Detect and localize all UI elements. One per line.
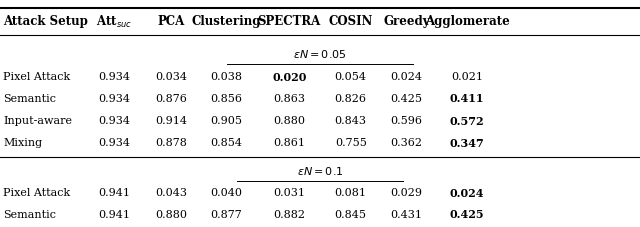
Text: 0.021: 0.021: [451, 72, 483, 82]
Text: 0.880: 0.880: [273, 116, 305, 126]
Text: 0.081: 0.081: [335, 188, 367, 198]
Text: 0.031: 0.031: [273, 188, 305, 198]
Text: 0.905: 0.905: [210, 116, 242, 126]
Text: 0.882: 0.882: [273, 210, 305, 220]
Text: 0.878: 0.878: [156, 138, 188, 148]
Text: 0.596: 0.596: [390, 116, 422, 126]
Text: 0.914: 0.914: [156, 116, 188, 126]
Text: 0.856: 0.856: [210, 94, 242, 104]
Text: 0.425: 0.425: [450, 210, 484, 220]
Text: 0.934: 0.934: [98, 72, 130, 82]
Text: 0.863: 0.863: [273, 94, 305, 104]
Text: 0.431: 0.431: [390, 210, 422, 220]
Text: 0.054: 0.054: [335, 72, 367, 82]
Text: Agglomerate: Agglomerate: [425, 15, 509, 28]
Text: 0.347: 0.347: [450, 138, 484, 148]
Text: 0.040: 0.040: [210, 188, 242, 198]
Text: 0.876: 0.876: [156, 94, 188, 104]
Text: Mixing: Mixing: [3, 138, 42, 148]
Text: 0.877: 0.877: [210, 210, 242, 220]
Text: Input-aware: Input-aware: [3, 116, 72, 126]
Text: COSIN: COSIN: [328, 15, 373, 28]
Text: 0.024: 0.024: [450, 188, 484, 199]
Text: Att$_{suc}$: Att$_{suc}$: [96, 14, 132, 30]
Text: 0.038: 0.038: [210, 72, 242, 82]
Text: Clustering: Clustering: [191, 15, 260, 28]
Text: 0.043: 0.043: [156, 188, 188, 198]
Text: Greedy: Greedy: [383, 15, 429, 28]
Text: 0.411: 0.411: [450, 93, 484, 104]
Text: 0.362: 0.362: [390, 138, 422, 148]
Text: 0.755: 0.755: [335, 138, 367, 148]
Text: 0.034: 0.034: [156, 72, 188, 82]
Text: 0.861: 0.861: [273, 138, 305, 148]
Text: 0.843: 0.843: [335, 116, 367, 126]
Text: $\varepsilon N = 0.05$: $\varepsilon N = 0.05$: [293, 49, 347, 60]
Text: 0.029: 0.029: [390, 188, 422, 198]
Text: PCA: PCA: [158, 15, 185, 28]
Text: 0.020: 0.020: [272, 72, 307, 83]
Text: Semantic: Semantic: [3, 210, 56, 220]
Text: 0.572: 0.572: [450, 116, 484, 127]
Text: SPECTRA: SPECTRA: [258, 15, 321, 28]
Text: 0.934: 0.934: [98, 94, 130, 104]
Text: $\varepsilon N = 0.1$: $\varepsilon N = 0.1$: [297, 165, 343, 177]
Text: Pixel Attack: Pixel Attack: [3, 188, 70, 198]
Text: 0.941: 0.941: [98, 210, 130, 220]
Text: Attack Setup: Attack Setup: [3, 15, 88, 28]
Text: 0.425: 0.425: [390, 94, 422, 104]
Text: 0.934: 0.934: [98, 138, 130, 148]
Text: Semantic: Semantic: [3, 94, 56, 104]
Text: 0.024: 0.024: [390, 72, 422, 82]
Text: 0.845: 0.845: [335, 210, 367, 220]
Text: 0.880: 0.880: [156, 210, 188, 220]
Text: 0.934: 0.934: [98, 116, 130, 126]
Text: 0.854: 0.854: [210, 138, 242, 148]
Text: Pixel Attack: Pixel Attack: [3, 72, 70, 82]
Text: 0.826: 0.826: [335, 94, 367, 104]
Text: 0.941: 0.941: [98, 188, 130, 198]
